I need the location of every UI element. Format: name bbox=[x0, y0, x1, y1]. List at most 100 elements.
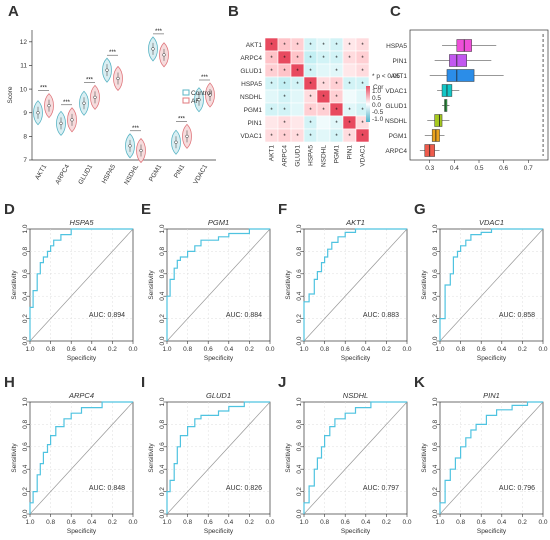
cell-star: * bbox=[348, 121, 351, 127]
cell-star: * bbox=[361, 134, 364, 140]
cell-star: * bbox=[361, 69, 364, 75]
col-label: AKT1 bbox=[269, 145, 276, 162]
chart-title: PIN1 bbox=[483, 391, 500, 400]
heatmap-cell bbox=[290, 115, 305, 130]
violin-median bbox=[139, 148, 143, 153]
category-label: PGM1 bbox=[389, 133, 408, 140]
cell-star: * bbox=[283, 69, 286, 75]
x-tick-label: 0.8 bbox=[456, 346, 465, 353]
x-tick-label: 1.0 bbox=[25, 519, 34, 526]
auc-label: AUC: 0.796 bbox=[499, 485, 535, 492]
x-tick-label: 1.0 bbox=[299, 346, 308, 353]
y-tick-label: 0.4 bbox=[296, 291, 303, 300]
y-tick-label: 0.2 bbox=[296, 487, 303, 496]
x-tick-label: 0.5 bbox=[474, 165, 483, 172]
roc-curve bbox=[29, 228, 133, 341]
roc-curve bbox=[303, 401, 407, 514]
cell-star: * bbox=[348, 134, 351, 140]
diagonal-line bbox=[439, 228, 544, 342]
diagonal-line bbox=[303, 228, 408, 342]
cell-star: * bbox=[335, 69, 338, 75]
violin-median bbox=[47, 103, 51, 108]
y-tick-label: 0.4 bbox=[432, 291, 439, 300]
violin-median bbox=[36, 111, 40, 115]
diagonal-line bbox=[29, 228, 134, 342]
cell-star: * bbox=[270, 82, 273, 88]
row-label: HSPA5 bbox=[241, 81, 262, 88]
x-tick-label: 0.0 bbox=[128, 346, 137, 353]
y-tick-label: 1.0 bbox=[22, 397, 29, 406]
violin-median bbox=[105, 68, 109, 72]
significance-stars: *** bbox=[109, 50, 117, 56]
x-tick-label: PGM1 bbox=[148, 163, 163, 183]
significance-stars: *** bbox=[201, 75, 209, 81]
x-tick-label: 0.8 bbox=[456, 519, 465, 526]
legend-swatch bbox=[182, 97, 190, 104]
cell-star: * bbox=[335, 134, 338, 140]
x-tick-label: HSPA5 bbox=[101, 163, 118, 185]
y-tick-label: 0.0 bbox=[159, 509, 166, 518]
heatmap-cell bbox=[342, 63, 357, 78]
category-label: NSDHL bbox=[385, 118, 407, 125]
violin-median bbox=[93, 95, 97, 100]
y-tick-label: 0.2 bbox=[296, 314, 303, 323]
x-tick-label: 1.0 bbox=[299, 519, 308, 526]
heatmap-cell bbox=[342, 89, 357, 104]
col-label: VDAC1 bbox=[360, 145, 367, 167]
cell-star: * bbox=[283, 134, 286, 140]
heatmap-cell bbox=[290, 102, 305, 117]
x-tick-label: 0.2 bbox=[245, 519, 254, 526]
heatmap-cell bbox=[290, 89, 305, 104]
row-label: AKT1 bbox=[246, 42, 263, 49]
x-tick-label: 0.8 bbox=[320, 519, 329, 526]
legend-tick: 1.0 bbox=[372, 88, 381, 95]
x-tick-label: 0.6 bbox=[477, 346, 486, 353]
x-tick-label: PIN1 bbox=[173, 163, 186, 179]
x-tick-label: 0.2 bbox=[518, 519, 527, 526]
heatmap-cell bbox=[264, 115, 279, 130]
x-tick-label: 0.0 bbox=[402, 346, 411, 353]
row-label: NSDHL bbox=[240, 94, 262, 101]
panel-label: E bbox=[141, 201, 151, 218]
cell-star: * bbox=[270, 56, 273, 62]
plot-frame bbox=[303, 401, 408, 515]
y-axis-title: Sensitivity bbox=[11, 443, 18, 473]
plot-frame bbox=[166, 401, 271, 515]
roc-curve bbox=[439, 401, 543, 514]
x-tick-label: 0.4 bbox=[224, 519, 233, 526]
col-label: PGM1 bbox=[334, 145, 341, 164]
row-label: VDAC1 bbox=[240, 133, 262, 140]
x-tick-label: 0.4 bbox=[497, 346, 506, 353]
violin-median bbox=[82, 101, 86, 105]
y-tick-label: 10 bbox=[20, 86, 28, 93]
auc-label: AUC: 0.894 bbox=[89, 312, 125, 319]
y-tick-label: 1.0 bbox=[432, 397, 439, 406]
y-tick-label: 0.0 bbox=[432, 336, 439, 345]
y-tick-label: 0.4 bbox=[296, 464, 303, 473]
diagonal-line bbox=[166, 228, 271, 342]
chart-title: PGM1 bbox=[208, 218, 229, 227]
significance-stars: *** bbox=[86, 77, 94, 83]
cell-star: * bbox=[361, 121, 364, 127]
legend-tick: -1.0 bbox=[372, 116, 384, 123]
y-tick-label: 1.0 bbox=[432, 224, 439, 233]
x-axis-title: Specificity bbox=[67, 355, 97, 362]
cell-star: * bbox=[309, 121, 312, 127]
heatmap-cell bbox=[316, 115, 331, 130]
legend-colorbar bbox=[366, 86, 370, 122]
cell-star: * bbox=[296, 56, 299, 62]
y-tick-label: 0.0 bbox=[296, 336, 303, 345]
x-tick-label: 0.6 bbox=[341, 519, 350, 526]
x-tick-label: 0.2 bbox=[382, 346, 391, 353]
x-tick-label: 1.0 bbox=[162, 519, 171, 526]
y-tick-label: 0.0 bbox=[22, 509, 29, 518]
auc-label: AUC: 0.883 bbox=[363, 312, 399, 319]
cell-star: * bbox=[309, 43, 312, 49]
legend-label: AF bbox=[191, 98, 199, 105]
roc-curve bbox=[439, 228, 543, 341]
x-tick-label: 0.8 bbox=[46, 519, 55, 526]
box-body bbox=[434, 114, 443, 127]
col-label: ARPC4 bbox=[282, 145, 289, 167]
x-tick-label: 0.2 bbox=[518, 346, 527, 353]
